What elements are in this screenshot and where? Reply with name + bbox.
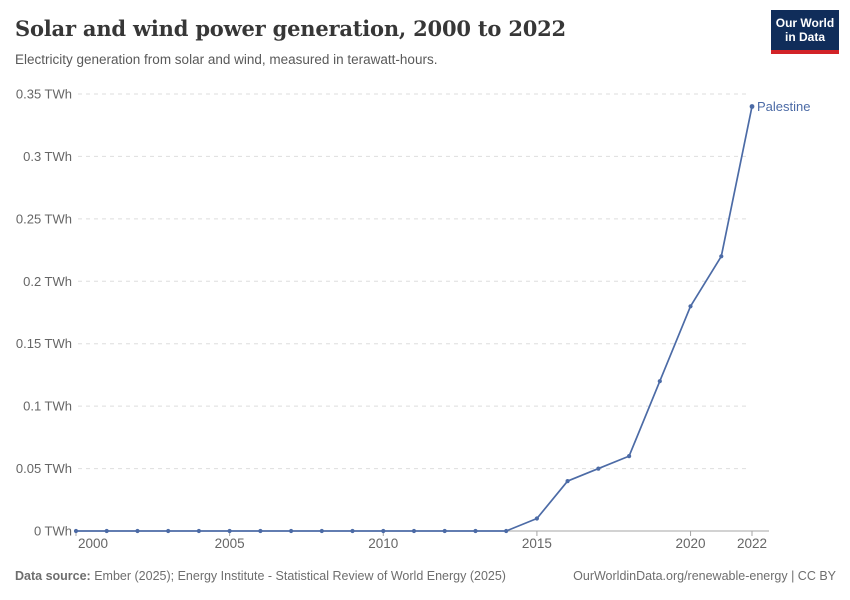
y-axis-label: 0.2 TWh — [23, 274, 72, 289]
data-point[interactable] — [688, 304, 693, 309]
data-point[interactable] — [135, 528, 140, 534]
owid-logo-line1: Our World — [775, 16, 835, 30]
x-axis-label: 2000 — [78, 536, 108, 551]
data-point[interactable] — [258, 528, 263, 534]
y-axis-label: 0.15 TWh — [16, 336, 72, 351]
y-axis-label: 0.25 TWh — [16, 211, 72, 226]
x-axis-label: 2020 — [676, 536, 706, 551]
data-point[interactable] — [565, 479, 570, 484]
data-point[interactable] — [227, 528, 232, 534]
x-axis-label: 2010 — [368, 536, 398, 551]
data-point[interactable] — [166, 528, 171, 534]
y-axis-label: 0.3 TWh — [23, 149, 72, 164]
x-axis-label: 2015 — [522, 536, 552, 551]
data-point[interactable] — [749, 104, 755, 109]
page-subtitle: Electricity generation from solar and wi… — [15, 52, 438, 67]
chart-line[interactable] — [75, 105, 753, 532]
y-axis-label: 0 TWh — [34, 524, 72, 539]
data-point[interactable] — [657, 379, 662, 384]
data-point[interactable] — [381, 528, 386, 534]
data-point[interactable] — [504, 528, 509, 534]
owid-logo-line2: in Data — [784, 30, 825, 45]
y-axis: 0 TWh 0.05 TWh 0.1 TWh 0.15 TWh 0.2 TWh 0.25 … — [16, 87, 769, 539]
data-point[interactable] — [719, 254, 724, 259]
data-point[interactable] — [104, 528, 109, 534]
data-source-note: Data source: Ember (2025); Energy Instit… — [15, 569, 506, 583]
data-source-text: Ember (2025); Energy Institute - Statist… — [90, 569, 506, 583]
data-point[interactable] — [627, 454, 632, 459]
data-point[interactable] — [596, 466, 601, 471]
data-point[interactable] — [473, 528, 478, 534]
data-source-label: Data source: — [15, 569, 91, 583]
data-point[interactable] — [350, 528, 355, 534]
x-axis-label: 2005 — [215, 536, 245, 551]
y-axis-label: 0.1 TWh — [23, 399, 72, 414]
data-point[interactable] — [289, 528, 294, 534]
data-point[interactable] — [73, 528, 79, 534]
chart-footer: Data source: Ember (2025); Energy Instit… — [15, 569, 836, 583]
entity-label[interactable]: Palestine — [757, 99, 810, 114]
data-point[interactable] — [534, 516, 540, 521]
data-point[interactable] — [319, 528, 324, 534]
y-axis-label: 0.35 TWh — [16, 87, 72, 102]
owid-logo[interactable]: Our World in Data — [771, 10, 839, 54]
data-point[interactable] — [442, 528, 447, 534]
owid-link[interactable]: OurWorldinData.org/renewable-energy | CC… — [573, 569, 836, 583]
page-title: Solar and wind power generation, 2000 to… — [15, 16, 566, 41]
x-axis: 2000 2005 2010 2015 2020 2022 — [75, 531, 767, 551]
data-point[interactable] — [411, 528, 417, 534]
x-axis-label: 2022 — [737, 536, 767, 551]
y-axis-label: 0.05 TWh — [16, 461, 72, 476]
data-point[interactable] — [196, 528, 201, 534]
